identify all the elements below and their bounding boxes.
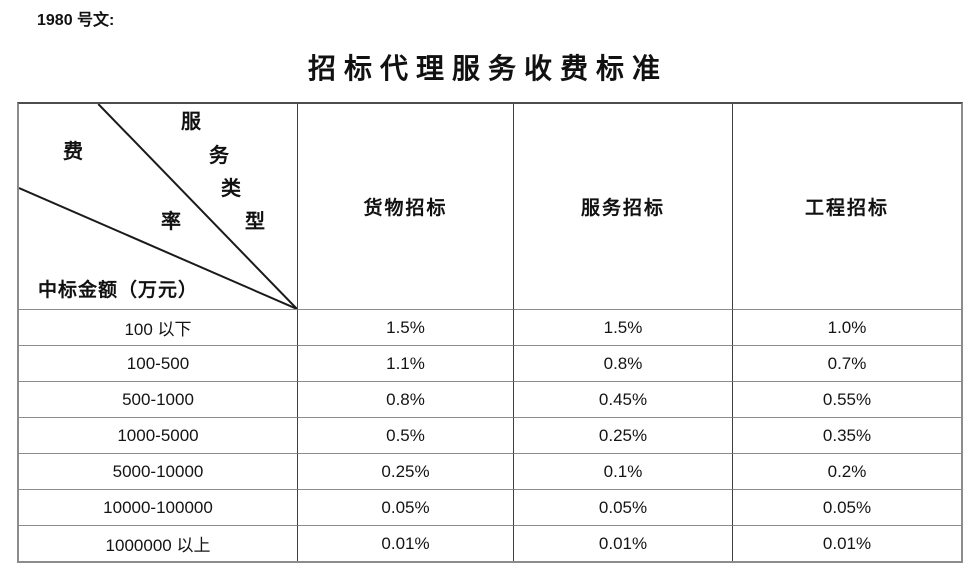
amount-range-cell: 1000000 以上 [19,525,298,561]
amount-range-cell: 5000-10000 [19,453,298,489]
column-header-goods: 货物招标 [298,104,514,309]
corner-label-service-type-char: 型 [245,211,265,233]
rate-cell: 1.1% [298,345,514,381]
rate-cell: 0.8% [514,345,733,381]
rate-cell: 0.05% [514,489,733,525]
column-header-engineering: 工程招标 [804,198,889,219]
rate-cell: 0.45% [514,381,733,417]
rate-cell: 0.25% [514,417,733,453]
amount-range-cell: 10000-100000 [19,489,298,525]
rate-cell: 0.35% [733,417,961,453]
column-header-services: 服务招标 [514,104,733,309]
rate-cell: 0.05% [733,489,961,525]
rate-cell: 0.01% [514,525,733,561]
rate-cell: 0.1% [514,453,733,489]
corner-label-fee-rate-char: 费 [63,141,83,163]
rate-cell: 0.2% [733,453,961,489]
row-axis-label: 中标金额（万元） [38,280,199,301]
amount-range-cell: 100 以下 [19,309,298,345]
rate-cell: 0.25% [298,453,514,489]
amount-range-cell: 1000-5000 [19,417,298,453]
corner-label-fee-rate-char: 率 [161,211,181,233]
amount-range-cell: 100-500 [19,345,298,381]
document-number-label: 1980 号文: [37,12,115,29]
corner-label-service-type-char: 类 [221,178,241,200]
fee-rate-table: 服 务 类 型 费 率 中标金额（万元） 货物招标 服务招标 工程招标 100 … [17,102,963,563]
corner-label-service-type-char: 务 [209,145,229,167]
rate-cell: 0.05% [298,489,514,525]
diagonal-corner-cell: 服 务 类 型 费 率 中标金额（万元） [19,104,298,309]
rate-cell: 1.5% [298,309,514,345]
diagonal-split-lines [19,104,297,309]
page-title: 招标代理服务收费标准 [307,54,668,85]
rate-cell: 1.5% [514,309,733,345]
rate-cell: 0.7% [733,345,961,381]
rate-cell: 0.01% [733,525,961,561]
rate-cell: 0.01% [298,525,514,561]
amount-range-cell: 500-1000 [19,381,298,417]
corner-label-service-type-char: 服 [181,111,201,133]
rate-cell: 1.0% [733,309,961,345]
rate-cell: 0.8% [298,381,514,417]
rate-cell: 0.5% [298,417,514,453]
rate-cell: 0.55% [733,381,961,417]
